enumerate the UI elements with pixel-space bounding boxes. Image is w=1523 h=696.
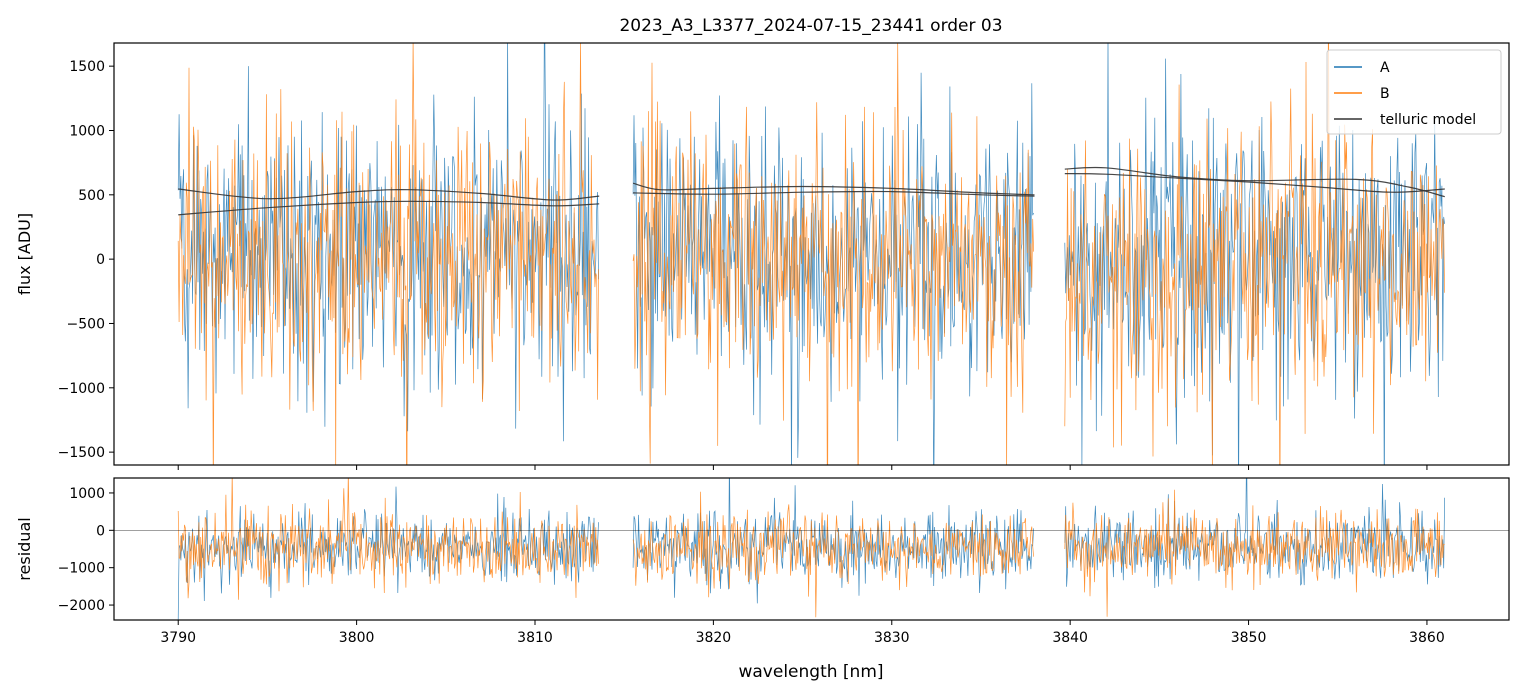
residual-x-ticks: 3790 3800 3810 3820 3830 3840 3850 3860 [160, 620, 1445, 646]
telluric-model-curve-5 [1064, 166, 1445, 198]
flux-x-ticks [177, 465, 1428, 470]
telluric-model-curve-1 [178, 188, 600, 201]
flux-panel: −1500 −1000 −500 0 500 1000 1500 flux [ADU] A … [15, 42, 1510, 470]
telluric-model-curve-6 [1064, 173, 1445, 193]
telluric-model-curve-2 [178, 200, 600, 216]
x-tick-label: 3850 [1231, 630, 1267, 646]
y-tick-label: 1500 [69, 59, 105, 75]
series-b-segment-1 [177, 43, 599, 465]
x-tick-label: 3810 [517, 630, 553, 646]
x-tick-label: 3800 [339, 630, 375, 646]
series-a-segment-2 [632, 72, 1034, 465]
legend-label-model: telluric model [1380, 112, 1476, 128]
series-b-segment-3 [1064, 43, 1445, 465]
legend-frame [1326, 49, 1502, 135]
y-tick-label: −2000 [58, 598, 105, 614]
y-tick-label: −500 [67, 316, 105, 332]
y-tick-label: −1000 [58, 381, 105, 397]
y-tick-label: −1000 [58, 561, 105, 577]
x-tick-label: 3840 [1052, 630, 1088, 646]
residual-axes-frame [113, 477, 1510, 621]
y-tick-label: 0 [96, 523, 105, 539]
series-b-segment-2 [632, 491, 1034, 618]
x-tick-label: 3860 [1409, 630, 1445, 646]
flux-plot-area [177, 43, 1445, 465]
series-a-segment-2 [632, 478, 1034, 604]
residual-panel: −2000 −1000 0 1000 3790 3800 3810 3820 3830 3840… [15, 477, 1510, 682]
x-tick-label: 3820 [696, 630, 732, 646]
series-a-segment-3 [1064, 478, 1445, 589]
y-tick-label: 1000 [69, 486, 105, 502]
residual-x-label: wavelength [nm] [738, 662, 883, 682]
telluric-model-curve-3 [632, 182, 1035, 196]
figure-title: 2023_A3_L3377_2024-07-15_23441 order 03 [619, 16, 1002, 36]
legend: A B telluric model [1326, 49, 1502, 135]
x-tick-label: 3830 [874, 630, 910, 646]
legend-label-b: B [1380, 86, 1390, 102]
flux-y-label: flux [ADU] [15, 213, 34, 295]
y-tick-label: 500 [78, 188, 105, 204]
residual-y-label: residual [15, 517, 34, 580]
series-b-segment-1 [177, 478, 599, 600]
flux-y-ticks: −1500 −1000 −500 0 500 1000 1500 [58, 59, 114, 461]
y-tick-label: 0 [96, 252, 105, 268]
residual-y-ticks: −2000 −1000 0 1000 [58, 486, 114, 614]
telluric-model-curve-4 [633, 190, 1035, 197]
y-tick-label: 1000 [69, 123, 105, 139]
residual-plot-area [114, 478, 1509, 620]
series-b-segment-3 [1064, 489, 1445, 617]
y-tick-label: −1500 [58, 445, 105, 461]
legend-label-a: A [1380, 60, 1390, 76]
x-tick-label: 3790 [160, 630, 196, 646]
flux-axes-frame [113, 42, 1510, 466]
series-b-segment-2 [632, 43, 1034, 465]
series-a-segment-1 [177, 43, 599, 442]
